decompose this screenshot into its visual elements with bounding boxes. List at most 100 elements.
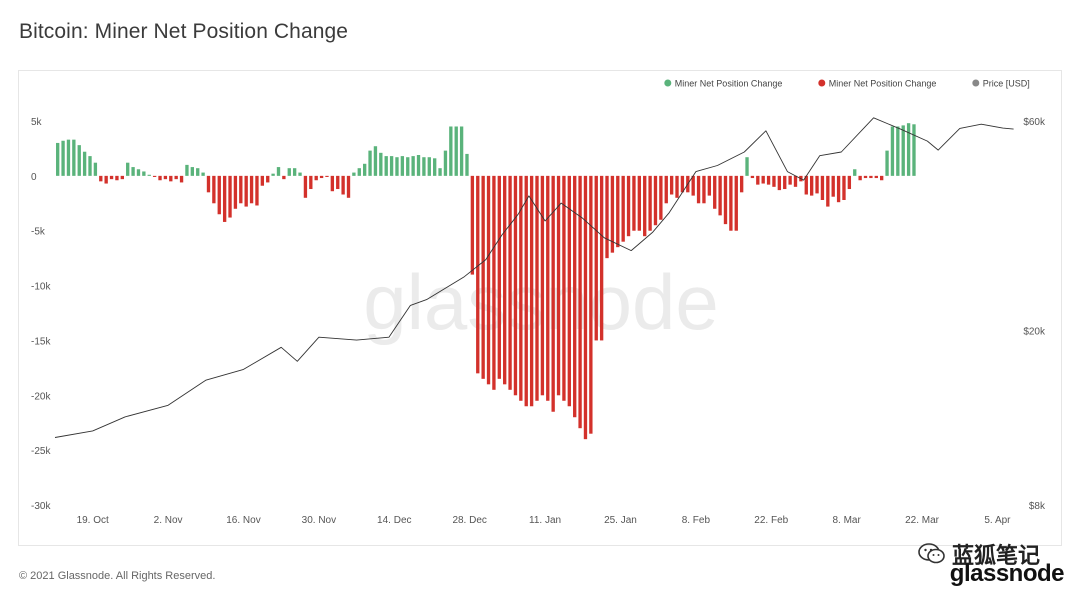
bar (314, 175, 318, 181)
bar (535, 175, 539, 401)
bar (562, 175, 566, 401)
bar (233, 175, 238, 209)
bar (718, 175, 722, 216)
bar (605, 175, 609, 259)
bar (196, 168, 200, 176)
x-tick-label: 16. Nov (226, 515, 260, 526)
y-left-tick-label: -5k (31, 227, 46, 238)
bar (346, 175, 351, 198)
legend-item[interactable]: Price [USD] (972, 79, 1030, 89)
bar (136, 169, 141, 176)
bar (142, 171, 146, 176)
legend-item[interactable]: Miner Net Position Change (664, 79, 782, 89)
x-tick-label: 11. Jan (529, 515, 561, 526)
bar (287, 168, 291, 176)
bar (578, 175, 582, 429)
bar (260, 175, 265, 186)
bar (513, 175, 518, 396)
bar (783, 175, 787, 190)
bar (680, 175, 685, 193)
bar (826, 175, 830, 207)
bar (729, 175, 733, 231)
bar (772, 175, 776, 187)
legend-label: Price [USD] (983, 79, 1030, 89)
legend-swatch (972, 79, 980, 87)
y-left-tick-label: 5k (31, 117, 43, 128)
y-left-tick-label: -10k (31, 282, 51, 293)
bar (648, 175, 652, 231)
bar (691, 175, 695, 196)
bar (174, 175, 178, 180)
bar (449, 126, 453, 176)
bar (476, 175, 480, 374)
bar (723, 175, 728, 225)
bar (115, 175, 119, 181)
bar (847, 175, 852, 190)
bar (664, 175, 668, 204)
bar (777, 175, 782, 191)
bar (470, 175, 475, 275)
x-tick-label: 28. Dec (452, 515, 486, 526)
bar (529, 175, 534, 407)
bar (126, 162, 130, 176)
bar (610, 175, 615, 253)
bar (659, 175, 663, 220)
bar (61, 140, 65, 176)
bar (713, 175, 717, 209)
x-tick-label: 5. Apr (984, 515, 1011, 526)
bar (739, 175, 744, 193)
x-tick-label: 8. Mar (832, 515, 861, 526)
bar (244, 175, 248, 207)
bar (890, 126, 895, 176)
bar (702, 175, 706, 204)
bar (352, 172, 356, 176)
bar (583, 175, 588, 440)
copyright: © 2021 Glassnode. All Rights Reserved. (19, 570, 216, 582)
bar (524, 175, 528, 407)
bar (745, 157, 749, 176)
bar (492, 175, 496, 390)
bar (626, 175, 631, 237)
bar (696, 175, 701, 204)
bar (190, 167, 194, 176)
bar (266, 175, 270, 183)
x-tick-label: 25. Jan (604, 515, 637, 526)
wechat-icon (918, 543, 945, 564)
y-left-axis: 5k 0 -5k -10k -15k -20k -25k -30k (31, 117, 51, 512)
bar (497, 175, 501, 379)
bar (551, 175, 555, 412)
bar (298, 172, 302, 176)
legend[interactable]: Miner Net Position Change Miner Net Posit… (664, 79, 1030, 89)
bar-series (56, 123, 916, 440)
y-right-tick-label: $60k (1023, 117, 1046, 128)
bar (443, 150, 448, 176)
y-left-tick-label: 0 (31, 172, 37, 183)
bar (422, 157, 426, 176)
bar (341, 175, 345, 195)
bar (282, 175, 286, 180)
brand-logo: glassnode (949, 560, 1065, 587)
legend-swatch (818, 79, 826, 87)
bar (131, 167, 135, 176)
y-left-tick-label: -15k (31, 336, 51, 347)
bar (707, 175, 712, 196)
bar (842, 175, 846, 200)
bar (336, 175, 340, 190)
price-line (54, 117, 1014, 438)
bar (389, 156, 394, 176)
bar (330, 175, 335, 192)
wechat-badge: 蓝狐笔记 (918, 538, 1040, 570)
bar (179, 175, 184, 183)
bar (831, 175, 835, 197)
bar (675, 175, 679, 198)
bar (669, 175, 674, 195)
bar (459, 126, 464, 176)
x-tick-label: 22. Feb (754, 515, 788, 526)
bar (853, 169, 857, 176)
legend-label: Miner Net Position Change (829, 79, 937, 89)
legend-item[interactable]: Miner Net Position Change (818, 79, 936, 89)
bar (734, 175, 738, 231)
bar (163, 175, 168, 180)
bar (400, 156, 405, 176)
bar (793, 175, 798, 187)
